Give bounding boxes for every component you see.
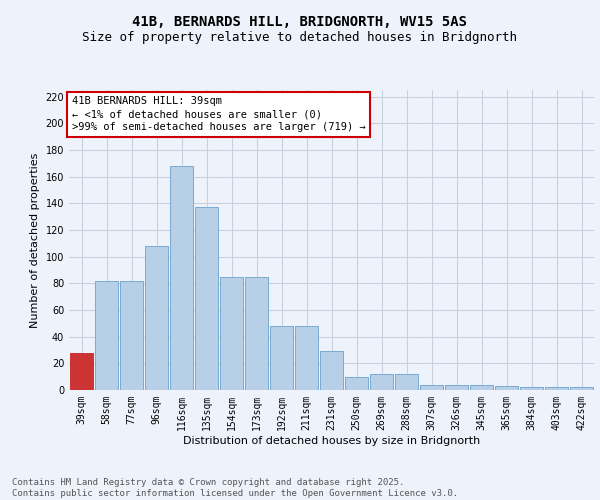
Bar	[419, 384, 443, 390]
Bar	[470, 384, 493, 390]
Text: Contains HM Land Registry data © Crown copyright and database right 2025.
Contai: Contains HM Land Registry data © Crown c…	[12, 478, 458, 498]
Bar	[220, 276, 244, 390]
Bar	[545, 388, 568, 390]
Text: Size of property relative to detached houses in Bridgnorth: Size of property relative to detached ho…	[83, 31, 517, 44]
Text: 41B BERNARDS HILL: 39sqm
← <1% of detached houses are smaller (0)
>99% of semi-d: 41B BERNARDS HILL: 39sqm ← <1% of detach…	[71, 96, 365, 132]
Bar	[344, 376, 368, 390]
Y-axis label: Number of detached properties: Number of detached properties	[30, 152, 40, 328]
Bar	[170, 166, 193, 390]
Bar	[194, 208, 218, 390]
Bar	[145, 246, 169, 390]
Bar	[70, 352, 94, 390]
Bar	[370, 374, 394, 390]
Bar	[295, 326, 319, 390]
Bar	[320, 352, 343, 390]
Bar	[520, 388, 544, 390]
X-axis label: Distribution of detached houses by size in Bridgnorth: Distribution of detached houses by size …	[183, 436, 480, 446]
Bar	[119, 280, 143, 390]
Bar	[569, 388, 593, 390]
Bar	[95, 280, 118, 390]
Bar	[245, 276, 268, 390]
Text: 41B, BERNARDS HILL, BRIDGNORTH, WV15 5AS: 41B, BERNARDS HILL, BRIDGNORTH, WV15 5AS	[133, 16, 467, 30]
Bar	[395, 374, 418, 390]
Bar	[445, 384, 469, 390]
Bar	[269, 326, 293, 390]
Bar	[494, 386, 518, 390]
